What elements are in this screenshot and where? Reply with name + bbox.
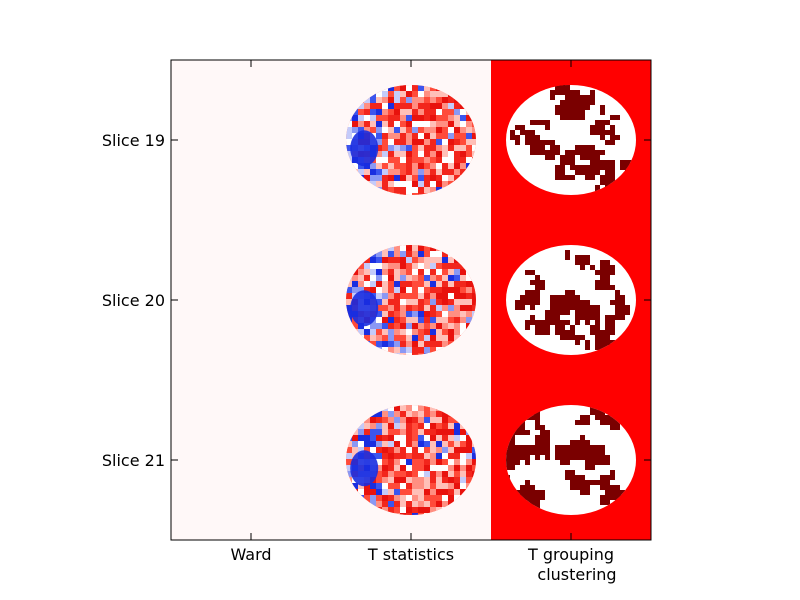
cluster-slice (506, 405, 636, 515)
plot-area (171, 60, 651, 540)
y-tick-label: Slice 19 (102, 131, 165, 150)
y-tick-label: Slice 21 (102, 451, 165, 470)
axis-labels: Slice 19 Slice 20 Slice 21 Ward T statistics… (102, 131, 617, 584)
cluster-slice (506, 245, 636, 355)
x-tick-label: T statistics (367, 545, 454, 564)
x-tick-label: Ward (230, 545, 271, 564)
column-background (171, 60, 331, 540)
axis-ticks (171, 60, 651, 540)
y-tick-label: Slice 20 (102, 291, 165, 310)
x-tick-label: T grouping (527, 545, 614, 564)
x-tick-label: clustering (537, 565, 616, 584)
